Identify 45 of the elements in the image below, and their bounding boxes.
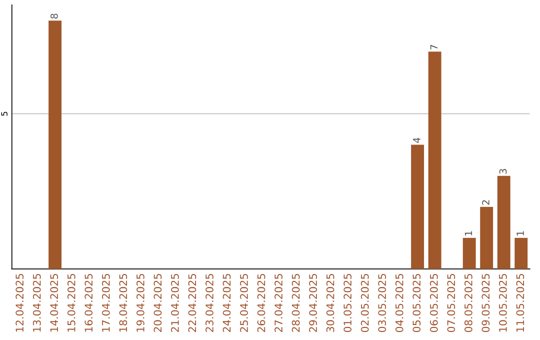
bar [411, 144, 424, 269]
data-label: 4 [413, 138, 420, 143]
x-tick-label: 17.04.2025 [102, 274, 110, 332]
bar [48, 20, 62, 269]
data-label: 2 [482, 200, 490, 205]
x-tick-label: 06.05.2025 [430, 274, 438, 332]
x-tick-label: 23.04.2025 [206, 274, 214, 332]
x-tick-label: 29.04.2025 [309, 274, 317, 332]
x-tick-label: 14.04.2025 [50, 274, 58, 332]
bar [480, 206, 494, 269]
x-tick-label: 08.05.2025 [464, 274, 472, 332]
x-tick-label: 19.04.2025 [136, 274, 144, 332]
x-tick-label: 15.04.2025 [67, 274, 76, 332]
x-tick-label: 30.04.2025 [326, 274, 334, 332]
x-tick-label: 05.05.2025 [412, 274, 421, 332]
x-tick-label: 28.04.2025 [292, 274, 300, 332]
data-label: 1 [516, 231, 524, 236]
x-tick-label: 24.04.2025 [222, 274, 231, 332]
data-label: 7 [430, 44, 438, 50]
x-tick-label: 02.05.2025 [360, 274, 369, 332]
x-tick-label: 11.05.2025 [516, 274, 524, 332]
x-tick-label: 25.04.2025 [240, 274, 248, 332]
x-tick-label: 10.05.2025 [498, 274, 507, 332]
x-tick-label: 20.04.2025 [154, 274, 162, 332]
x-tick-label: 04.05.2025 [395, 274, 404, 332]
x-tick-label: 18.04.2025 [119, 274, 128, 332]
bar [497, 176, 510, 269]
x-tick-label: 07.05.2025 [447, 274, 456, 332]
x-tick-label: 13.04.2025 [32, 274, 41, 332]
bar [428, 52, 442, 269]
bar [514, 238, 528, 269]
x-tick-label: 01.05.2025 [344, 274, 352, 332]
x-tick-label: 27.04.2025 [274, 274, 282, 332]
x-tick-label: 22.04.2025 [188, 274, 196, 332]
x-tick-label: 26.04.2025 [257, 274, 266, 332]
x-tick-label: 16.04.2025 [84, 274, 93, 332]
data-label: 8 [50, 14, 58, 19]
bar [462, 238, 476, 269]
x-tick-label: 09.05.2025 [482, 274, 490, 332]
x-tick-label: 03.05.2025 [378, 274, 386, 332]
y-tick-label: 5 [1, 112, 8, 116]
x-tick-label: 12.04.2025 [16, 274, 24, 332]
x-tick-label: 21.04.2025 [171, 274, 179, 332]
data-label: 1 [464, 231, 472, 236]
data-label: 3 [499, 169, 507, 174]
